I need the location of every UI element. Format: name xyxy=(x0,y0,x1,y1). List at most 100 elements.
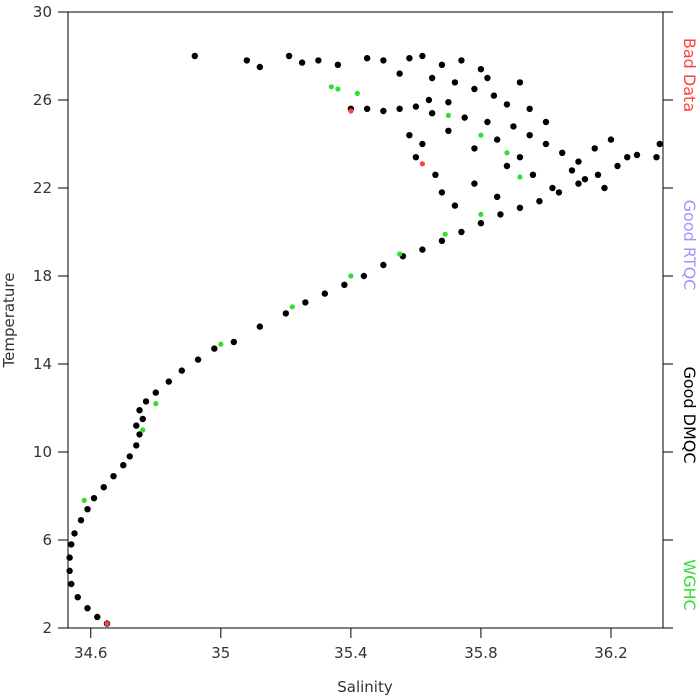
point xyxy=(516,79,524,86)
point xyxy=(442,231,448,237)
point xyxy=(165,378,172,385)
point xyxy=(104,621,110,627)
point xyxy=(428,110,436,117)
point xyxy=(363,105,371,113)
point xyxy=(360,272,368,280)
point xyxy=(607,136,615,143)
point xyxy=(120,462,127,469)
point xyxy=(503,101,511,108)
point xyxy=(348,108,354,114)
point xyxy=(354,90,360,96)
point xyxy=(549,184,556,192)
point xyxy=(477,220,485,227)
point xyxy=(285,52,293,60)
point xyxy=(256,63,264,71)
point xyxy=(68,580,75,588)
point xyxy=(581,176,589,183)
point xyxy=(451,79,459,86)
point xyxy=(419,246,426,253)
y-tick-label: 6 xyxy=(42,531,52,549)
point xyxy=(575,158,582,165)
point xyxy=(432,171,439,178)
point xyxy=(653,154,660,161)
point xyxy=(484,118,491,126)
point xyxy=(428,74,436,82)
point xyxy=(84,506,91,513)
point xyxy=(478,211,484,217)
point xyxy=(315,57,322,64)
point xyxy=(458,57,465,64)
point xyxy=(559,149,566,156)
point xyxy=(458,228,465,236)
point xyxy=(542,118,550,126)
point xyxy=(471,85,478,93)
point xyxy=(419,161,425,167)
point xyxy=(406,132,413,139)
legend-label: Good DMQC xyxy=(680,366,699,463)
point xyxy=(289,304,295,310)
point xyxy=(84,605,91,612)
x-axis-label: Salinity xyxy=(337,678,393,696)
y-tick-label: 30 xyxy=(33,3,52,21)
point xyxy=(575,180,582,187)
point xyxy=(438,237,446,244)
point xyxy=(140,427,146,433)
point xyxy=(461,114,468,121)
x-tick-label: 35.8 xyxy=(464,644,497,662)
point xyxy=(380,107,387,115)
point xyxy=(438,189,446,196)
point xyxy=(90,495,98,502)
y-axis-label: Temperature xyxy=(0,272,18,368)
point xyxy=(396,70,403,77)
point xyxy=(230,338,238,346)
point xyxy=(493,136,501,143)
point xyxy=(282,310,290,317)
point xyxy=(77,517,85,524)
point xyxy=(334,61,342,68)
point xyxy=(126,453,133,460)
point xyxy=(211,345,218,352)
point xyxy=(445,127,452,134)
point xyxy=(256,323,264,330)
x-tick-label: 36.2 xyxy=(594,644,627,662)
point xyxy=(110,473,117,480)
point xyxy=(536,198,543,205)
point xyxy=(341,281,348,288)
point xyxy=(568,167,576,174)
y-tick-label: 10 xyxy=(33,443,52,461)
point xyxy=(152,389,159,396)
point xyxy=(321,290,329,297)
point xyxy=(497,211,504,218)
point xyxy=(302,299,309,306)
x-tick-label: 35.4 xyxy=(334,644,367,662)
point xyxy=(412,103,420,110)
legend-label: WGHC xyxy=(680,559,699,610)
point xyxy=(298,59,306,66)
point xyxy=(516,154,524,161)
point xyxy=(591,145,598,152)
point xyxy=(191,52,199,60)
point xyxy=(142,398,150,405)
point xyxy=(194,356,202,363)
point xyxy=(526,105,533,113)
point xyxy=(94,613,101,621)
point xyxy=(529,171,537,178)
y-tick-label: 2 xyxy=(42,619,52,637)
point xyxy=(504,150,510,156)
point xyxy=(542,140,550,148)
y-tick-label: 22 xyxy=(33,179,52,197)
point xyxy=(136,407,143,414)
point xyxy=(243,57,251,64)
point xyxy=(71,530,78,537)
point xyxy=(438,61,446,68)
point xyxy=(419,140,426,148)
point xyxy=(451,202,459,209)
point xyxy=(614,162,621,170)
point xyxy=(81,497,87,503)
point xyxy=(218,341,224,347)
point xyxy=(133,442,140,449)
point xyxy=(178,367,185,374)
point xyxy=(445,112,452,118)
point xyxy=(624,154,631,161)
